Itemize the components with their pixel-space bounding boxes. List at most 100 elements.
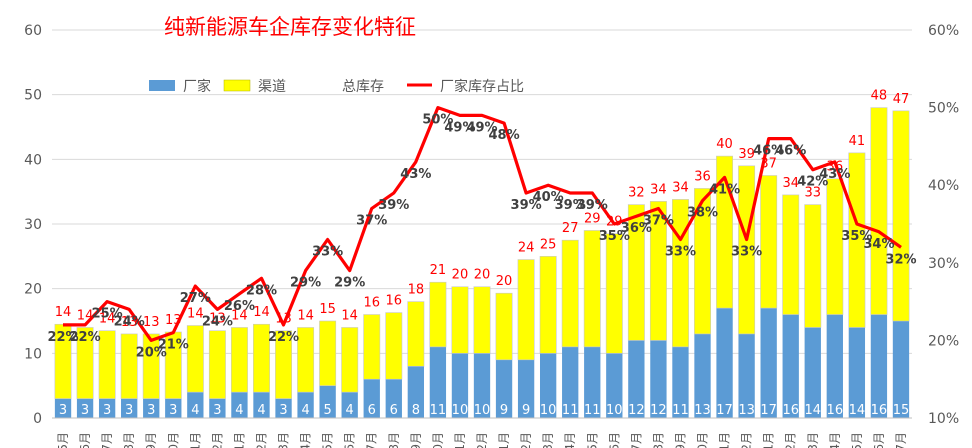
manufacturer-value-label: 6 <box>390 403 398 418</box>
category-tick-label: 8月 <box>651 432 665 448</box>
total-value-label: 15 <box>319 302 336 317</box>
total-value-label: 34 <box>672 180 689 195</box>
bar-manufacturer <box>650 340 667 418</box>
bar-manufacturer <box>473 353 491 418</box>
total-value-label: 16 <box>386 294 403 309</box>
manufacturer-value-label: 4 <box>346 403 354 418</box>
bar-channel <box>782 194 800 315</box>
bar-manufacturer <box>297 392 314 418</box>
bar-manufacturer <box>54 398 72 418</box>
bar-manufacturer <box>738 333 755 418</box>
total-value-label: 41 <box>849 134 866 149</box>
category-tick-label: 7月 <box>894 432 908 448</box>
bar-manufacturer <box>275 398 292 418</box>
bar-channel <box>870 107 888 315</box>
total-value-label: 48 <box>871 89 888 104</box>
bar-manufacturer <box>694 333 711 418</box>
total-value-label: 16 <box>363 296 380 311</box>
manufacturer-value-label: 9 <box>522 403 530 418</box>
bar-manufacturer <box>451 353 469 418</box>
total-value-label: 14 <box>187 307 204 322</box>
category-tick-label: 2月 <box>784 432 798 448</box>
chart-title: 纯新能源车企库存变化特征 <box>164 15 416 39</box>
bar-channel <box>495 292 513 361</box>
total-value-label: 14 <box>55 305 72 320</box>
bar-channel <box>76 327 94 399</box>
bar-manufacturer <box>892 321 910 418</box>
ratio-value-label: 24% <box>202 314 233 329</box>
total-value-label: 14 <box>99 312 116 327</box>
manufacturer-value-label: 3 <box>125 403 133 418</box>
ratio-value-label: 39% <box>577 198 608 213</box>
total-value-label: 32 <box>628 186 645 201</box>
category-tick-label: 1月 <box>232 432 246 448</box>
left-axis-tick-label: 10 <box>24 346 42 362</box>
bar-channel <box>539 256 557 354</box>
category-tick-label: 4月 <box>563 432 577 448</box>
bar-manufacturer <box>517 359 535 418</box>
bar-manufacturer <box>341 392 358 418</box>
ratio-value-label: 46% <box>753 144 784 159</box>
category-tick-label: 11月 <box>188 432 202 448</box>
bar-channel <box>473 286 491 354</box>
manufacturer-value-label: 3 <box>59 403 67 418</box>
manufacturer-value-label: 10 <box>452 403 469 418</box>
total-value-label: 24 <box>518 241 535 256</box>
bar-manufacturer <box>187 392 204 418</box>
bar-channel <box>429 281 447 348</box>
manufacturer-value-label: 16 <box>782 403 799 418</box>
bar-channel <box>892 110 910 322</box>
bar-manufacturer <box>143 398 160 418</box>
category-tick-label: 6月 <box>343 432 357 448</box>
bar-manufacturer <box>606 353 623 418</box>
right-axis-tick-label: 60% <box>928 23 959 39</box>
ratio-value-label: 39% <box>378 198 409 213</box>
bar-manufacturer <box>429 346 447 418</box>
category-tick-label: 5月 <box>850 432 864 448</box>
bar-channel <box>297 327 315 393</box>
category-tick-label: 3月 <box>277 432 291 448</box>
bar-manufacturer <box>253 392 270 418</box>
bar-channel <box>826 178 844 315</box>
manufacturer-value-label: 17 <box>716 403 733 418</box>
ratio-value-label: 32% <box>885 252 916 267</box>
total-value-label: 14 <box>341 308 358 323</box>
bar-channel <box>319 320 337 386</box>
total-value-label: 18 <box>408 283 425 298</box>
category-tick-label: 8月 <box>387 432 401 448</box>
total-value-label: 29 <box>584 211 601 226</box>
legend-swatch-channel <box>223 79 251 92</box>
category-tick-label: 3月 <box>806 432 820 448</box>
ratio-value-label: 35% <box>599 229 630 244</box>
total-value-label: 27 <box>562 221 579 236</box>
bar-channel <box>98 330 116 399</box>
manufacturer-value-label: 12 <box>628 403 645 418</box>
total-value-label: 36 <box>694 169 711 184</box>
bar-channel <box>561 239 579 348</box>
category-tick-label: 1月 <box>497 432 511 448</box>
ratio-value-label: 39% <box>555 198 586 213</box>
ratio-value-label: 35% <box>841 229 872 244</box>
bar-channel <box>186 325 204 393</box>
ratio-value-label: 33% <box>312 245 343 260</box>
bar-manufacturer <box>495 359 513 418</box>
manufacturer-value-label: 4 <box>257 403 265 418</box>
ratio-value-label: 33% <box>731 245 762 260</box>
legend-label-channel: 渠道 <box>258 79 286 95</box>
total-value-label: 13 <box>143 315 160 330</box>
right-axis-tick-label: 10% <box>928 411 959 427</box>
ratio-value-label: 25% <box>92 307 123 322</box>
bar-manufacturer <box>319 385 336 418</box>
total-value-label: 14 <box>253 305 270 320</box>
category-tick-label: 4月 <box>299 432 313 448</box>
bar-manufacturer <box>231 392 248 418</box>
category-tick-label: 7月 <box>100 432 114 448</box>
right-axis-tick-label: 20% <box>928 333 959 349</box>
category-tick-label: 5月 <box>585 432 599 448</box>
manufacturer-value-label: 10 <box>474 403 491 418</box>
category-tick-label: 12月 <box>210 432 224 448</box>
category-tick-label: 11月 <box>718 432 732 448</box>
left-axis-tick-label: 60 <box>24 23 42 39</box>
bar-manufacturer <box>870 314 888 418</box>
